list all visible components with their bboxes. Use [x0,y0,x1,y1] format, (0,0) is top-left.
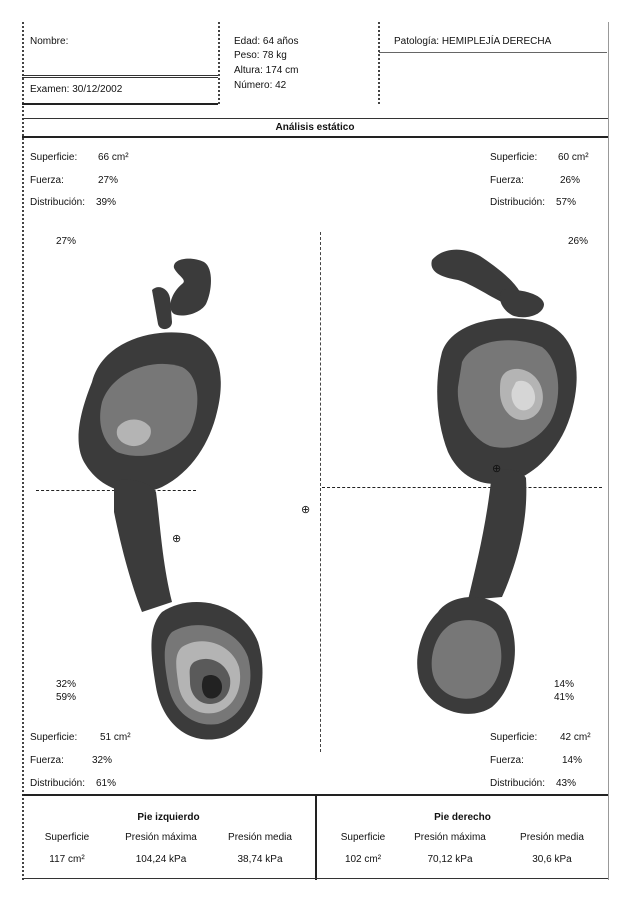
right-fuerza-label: Fuerza: [490,175,524,186]
right-superficie-label: Superficie: [490,152,538,163]
right-heel-pct-1: 14% [554,679,575,690]
center-axis-line [320,232,321,752]
left-superficie-label: Superficie: [30,152,78,163]
left-border [22,22,24,880]
summary-right-presion-max: 70,12 kPa [427,854,473,865]
summary-left-title: Pie izquierdo [137,812,200,823]
right-forefoot-pct: 26% [568,236,589,247]
left-bottom-superficie-value: 51 cm² [100,732,131,743]
peso-value: Peso: 78 kg [234,50,287,61]
left-heel-pct-1: 32% [56,679,77,690]
summary-left-header-superficie: Superficie [44,832,90,843]
right-bottom-distribucion-value: 43% [556,778,577,789]
left-bottom-distribucion-value: 61% [96,778,117,789]
right-foot-cop-marker: ⊕ [492,463,502,475]
rf-fore-lighter-zone [511,380,536,411]
summary-right-title: Pie derecho [434,812,491,823]
examen-date: Examen: 30/12/2002 [30,84,123,95]
right-heel-pct-2: 41% [554,692,575,703]
lf-heel-dark-zone [201,675,222,699]
left-fuerza-value: 27% [98,175,119,186]
section-title: Análisis estático [275,122,355,133]
summary-right-presion-media: 30,6 kPa [532,854,572,865]
left-distribucion-value: 39% [96,197,117,208]
right-bottom-superficie-label: Superficie: [490,732,538,743]
right-superficie-value: 60 cm² [558,152,589,163]
rf-toe-2-zone [499,289,544,318]
summary-left-header-presion-max: Presión máxima [125,832,197,843]
left-heel-pct-2: 59% [56,692,77,703]
right-bottom-distribucion-label: Distribución: [490,778,546,789]
left-foot-cop-marker: ⊕ [172,533,182,545]
right-border [608,22,609,880]
left-superficie-value: 66 cm² [98,152,129,163]
summary-left-superficie: 117 cm² [49,854,85,865]
pressure-report-page: Nombre: Examen: 30/12/2002 Edad: 64 años… [22,22,610,880]
right-balance-line [322,487,602,488]
patologia-value: Patología: HEMIPLEJÍA DERECHA [394,36,552,47]
right-distribucion-label: Distribución: [490,197,546,208]
header-divider-right [379,52,607,53]
header-vdivider-1 [218,22,220,104]
edad-value: Edad: 64 años [234,36,299,47]
summary-right-header-superficie: Superficie [340,832,386,843]
numero-value: Número: 42 [234,80,287,91]
rf-toe-zone [431,249,522,306]
altura-value: Altura: 174 cm [234,65,299,76]
left-fuerza-label: Fuerza: [30,175,64,186]
right-bottom-fuerza-value: 14% [562,755,583,766]
left-forefoot-pct: 27% [56,236,77,247]
header-divider-left-2 [22,77,218,78]
header-divider-left-bottom [22,103,218,105]
lf-fore-core-zone [116,419,151,447]
left-foot-pressure-map [78,258,263,740]
summary-left-presion-max: 104,24 kPa [135,854,187,865]
summary-right-header-presion-max: Presión máxima [414,832,486,843]
right-foot-pressure-map [417,249,577,714]
summary-line-bottom [22,878,608,879]
left-distribucion-label: Distribución: [30,197,86,208]
lf-toe-stem-zone [152,287,172,330]
right-distribucion-value: 57% [556,197,577,208]
header-divider-left [22,75,218,76]
left-bottom-superficie-label: Superficie: [30,732,78,743]
header-vdivider-2 [378,22,380,104]
rf-mid-zone [468,469,527,600]
lf-toe-zone [170,258,211,316]
summary-right-header-presion-media: Presión media [520,832,584,843]
left-bottom-fuerza-value: 32% [92,755,113,766]
section-line-top [22,118,608,119]
global-cop-marker: ⊕ [301,504,311,516]
summary-left-presion-media: 38,74 kPa [237,854,283,865]
left-bottom-distribucion-label: Distribución: [30,778,86,789]
right-bottom-superficie-value: 42 cm² [560,732,591,743]
section-line-bottom [22,136,608,138]
lf-mid-zone [114,479,172,612]
rf-heel-in-zone [431,620,502,699]
summary-right-superficie: 102 cm² [344,854,382,865]
right-bottom-fuerza-label: Fuerza: [490,755,524,766]
summary-left-header-presion-media: Presión media [228,832,292,843]
left-bottom-fuerza-label: Fuerza: [30,755,64,766]
summary-vdivider [315,794,317,880]
nombre-label: Nombre: [30,36,69,47]
right-fuerza-value: 26% [560,175,581,186]
